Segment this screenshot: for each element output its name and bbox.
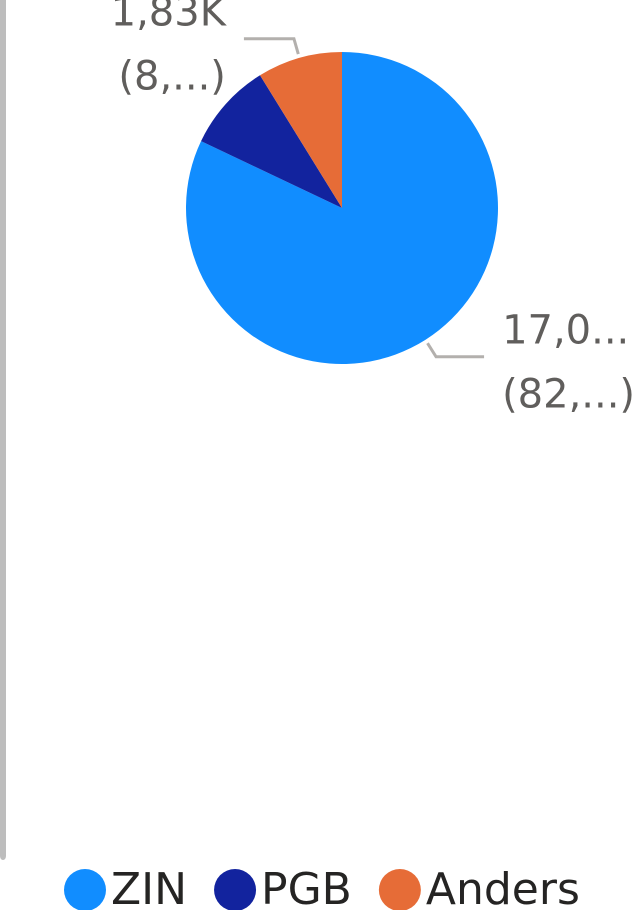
leader-line [243,37,300,55]
percent-label: (8,...) [118,54,226,100]
legend-label: ZIN [111,864,187,910]
legend-label: PGB [261,864,352,910]
pie-slice [201,75,342,208]
legend-marker [378,869,421,910]
percent-label: (82,...) [502,372,635,418]
data-label: 17,0... [502,308,629,354]
panel-border [0,0,6,860]
pie-slice [260,52,342,208]
data-label: 1,83K [111,0,228,36]
legend-marker [64,869,106,910]
leader-line [426,342,485,359]
legend-label: Anders [426,864,580,910]
legend-marker [214,869,257,910]
